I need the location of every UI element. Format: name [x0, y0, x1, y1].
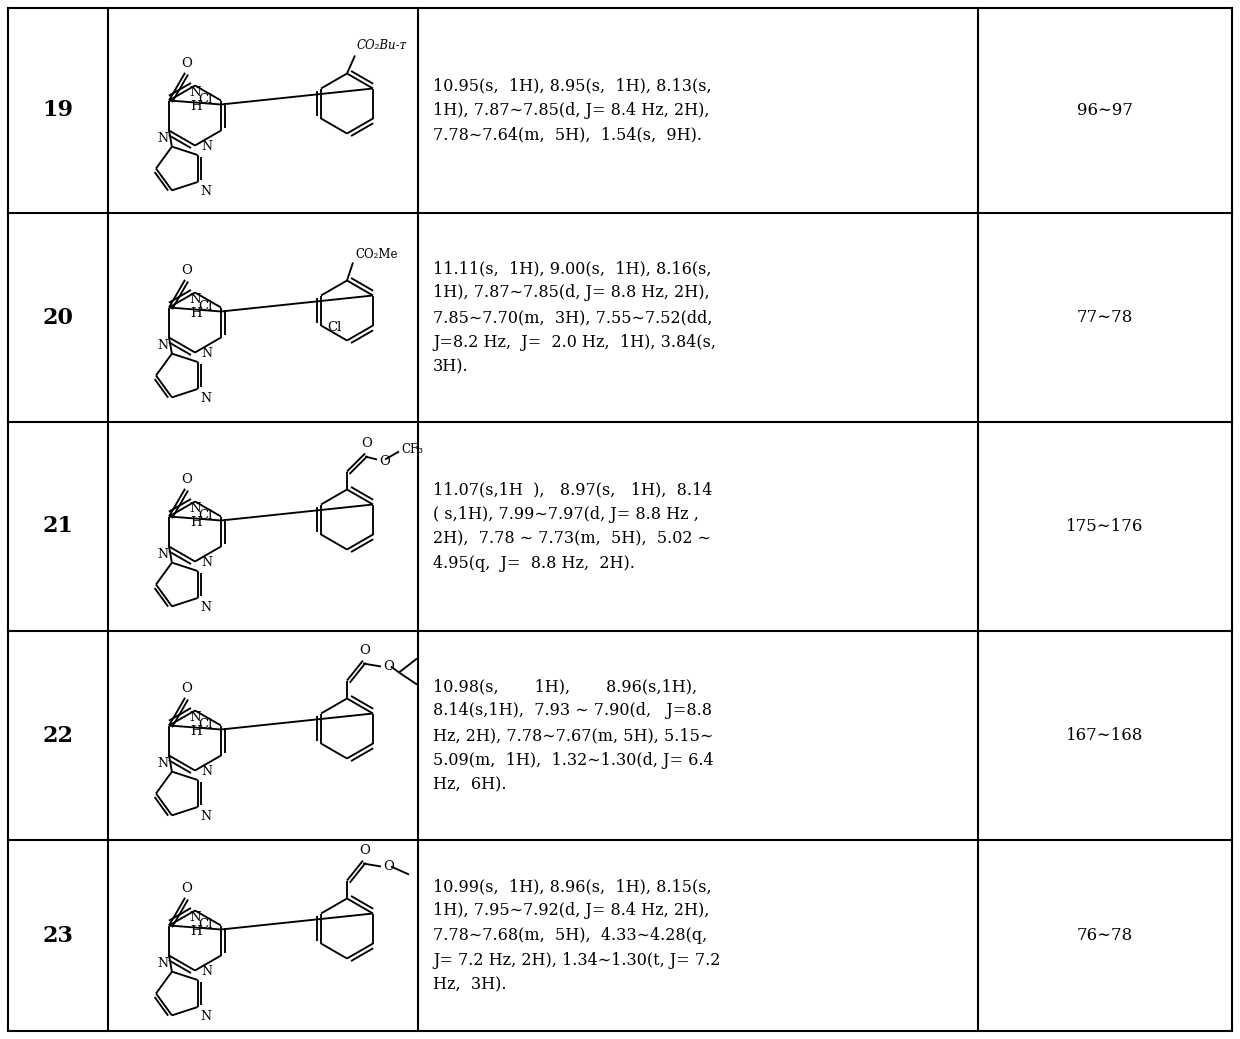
Text: Cl: Cl — [327, 321, 341, 334]
Text: O: O — [383, 660, 394, 673]
Text: N: N — [202, 556, 212, 569]
Text: 20: 20 — [42, 307, 73, 328]
Text: 76∼78: 76∼78 — [1076, 927, 1133, 944]
Text: 167∼168: 167∼168 — [1066, 727, 1143, 744]
Text: N: N — [157, 756, 167, 770]
Text: 21: 21 — [42, 515, 73, 537]
Text: CF₃: CF₃ — [401, 443, 423, 456]
Text: O: O — [181, 882, 192, 896]
Text: Cl: Cl — [198, 300, 213, 313]
Text: Cl: Cl — [198, 509, 213, 522]
Text: N: N — [201, 810, 212, 823]
Text: O: O — [383, 860, 394, 873]
Text: H: H — [190, 925, 202, 938]
Text: 22: 22 — [42, 724, 73, 746]
Text: 96∼97: 96∼97 — [1078, 102, 1133, 119]
Text: N: N — [201, 185, 212, 198]
Text: N: N — [157, 548, 167, 561]
Text: N: N — [201, 1010, 212, 1023]
Text: H: H — [190, 100, 202, 113]
Text: N: N — [202, 347, 212, 359]
Text: H: H — [190, 307, 202, 320]
Text: N: N — [157, 957, 167, 969]
Text: N: N — [190, 502, 201, 515]
Text: O: O — [181, 683, 192, 695]
Text: O: O — [360, 844, 371, 857]
Text: N: N — [190, 293, 201, 307]
Text: H: H — [190, 516, 202, 529]
Text: CO₂Me: CO₂Me — [355, 248, 398, 261]
Text: 10.98(s,       1H),       8.96(s,1H),
8.14(s,1H),  7.93 ∼ 7.90(d,   J=8.8
Hz, 2H: 10.98(s, 1H), 8.96(s,1H), 8.14(s,1H), 7.… — [433, 677, 714, 793]
Text: CO₂Bu-ᴛ: CO₂Bu-ᴛ — [357, 39, 407, 52]
Text: N: N — [201, 601, 212, 614]
Text: O: O — [181, 264, 192, 277]
Text: 10.95(s,  1H), 8.95(s,  1H), 8.13(s,
1H), 7.87∼7.85(d, J= 8.4 Hz, 2H),
7.78∼7.64: 10.95(s, 1H), 8.95(s, 1H), 8.13(s, 1H), … — [433, 78, 712, 143]
Text: Cl: Cl — [198, 94, 213, 106]
Text: N: N — [190, 911, 201, 924]
Text: 175∼176: 175∼176 — [1066, 518, 1143, 535]
Text: N: N — [157, 132, 167, 144]
Text: O: O — [181, 474, 192, 486]
Text: O: O — [181, 57, 192, 71]
Text: 19: 19 — [42, 100, 73, 122]
Text: O: O — [360, 644, 371, 657]
Text: 11.11(s,  1H), 9.00(s,  1H), 8.16(s,
1H), 7.87∼7.85(d, J= 8.8 Hz, 2H),
7.85∼7.70: 11.11(s, 1H), 9.00(s, 1H), 8.16(s, 1H), … — [433, 260, 715, 375]
Text: 10.99(s,  1H), 8.96(s,  1H), 8.15(s,
1H), 7.95∼7.92(d, J= 8.4 Hz, 2H),
7.78∼7.68: 10.99(s, 1H), 8.96(s, 1H), 8.15(s, 1H), … — [433, 878, 720, 993]
Text: H: H — [190, 725, 202, 738]
Text: N: N — [202, 140, 212, 153]
Text: N: N — [202, 965, 212, 978]
Text: Cl: Cl — [198, 918, 213, 931]
Text: N: N — [157, 339, 167, 351]
Text: N: N — [190, 711, 201, 724]
Text: O: O — [379, 455, 389, 468]
Text: 77∼78: 77∼78 — [1076, 309, 1133, 326]
Text: N: N — [190, 86, 201, 99]
Text: N: N — [202, 765, 212, 778]
Text: Cl: Cl — [198, 718, 213, 731]
Text: 11.07(s,1H  ),   8.97(s,   1H),  8.14
( s,1H), 7.99∼7.97(d, J= 8.8 Hz ,
2H),  7.: 11.07(s,1H ), 8.97(s, 1H), 8.14 ( s,1H),… — [433, 481, 712, 571]
Text: N: N — [201, 392, 212, 405]
Text: O: O — [362, 437, 372, 450]
Text: 23: 23 — [42, 925, 73, 947]
